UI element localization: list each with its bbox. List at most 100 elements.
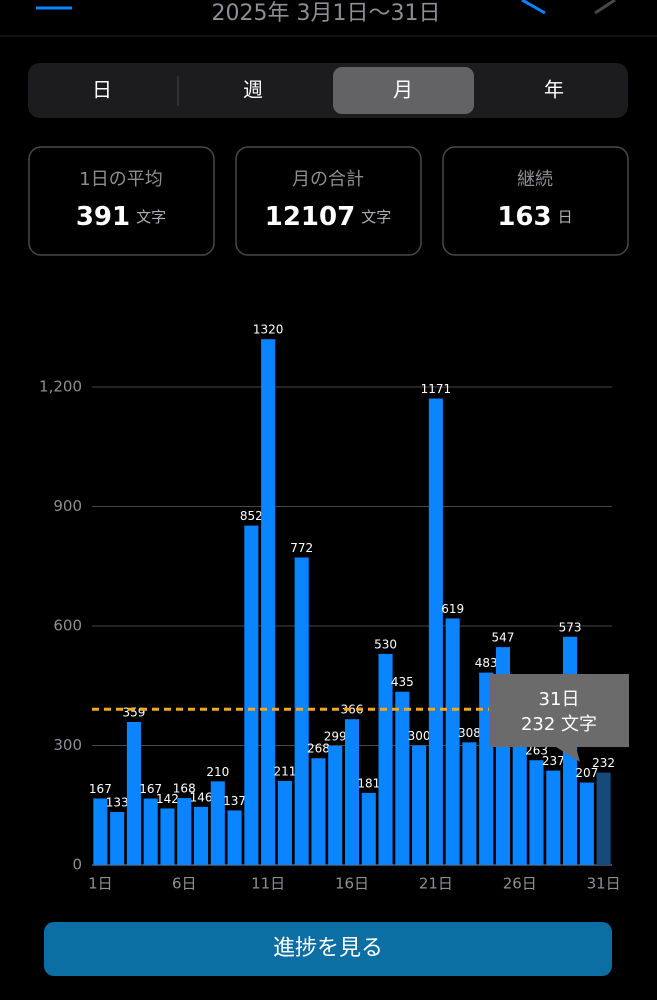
y-tick-label: 900 (53, 497, 82, 515)
tooltip-text: 232 文字 (521, 714, 597, 735)
bar (361, 792, 376, 865)
bar (428, 398, 443, 865)
bar (143, 798, 158, 865)
stat-value: 12107 文字 (265, 202, 391, 232)
tab[interactable]: 月 (393, 78, 413, 102)
stat-unit: 文字 (136, 208, 166, 226)
stat-card (235, 146, 422, 256)
bar (462, 742, 477, 865)
bar (210, 781, 225, 865)
data-label: 619 (441, 602, 464, 616)
y-tick-label: 1,200 (39, 378, 82, 396)
stat-number: 391 (76, 202, 130, 232)
stat-unit: 文字 (361, 208, 391, 226)
tooltip-pointer (556, 747, 580, 762)
bar (126, 721, 141, 865)
x-tick-label: 1日 (88, 875, 113, 893)
y-tick-label: 0 (72, 856, 82, 874)
segmented-control (28, 63, 628, 118)
y-tick-label: 600 (53, 617, 82, 635)
date-range: 2025年 3月1日〜31日 (212, 1, 441, 26)
button-label[interactable]: 進捗を見る (273, 936, 383, 961)
data-label: 168 (173, 782, 196, 796)
data-label: 359 (122, 705, 145, 719)
data-label: 852 (240, 509, 263, 523)
data-label: 210 (206, 765, 229, 779)
tooltip-title: 31日 (539, 689, 580, 710)
next-disabled-icon (594, 0, 616, 15)
data-label: 263 (525, 744, 548, 758)
bar (328, 745, 343, 865)
x-tick-label: 11日 (251, 875, 285, 893)
bar (579, 782, 594, 865)
stat-value: 163 日 (497, 202, 572, 232)
x-tick-label: 16日 (335, 875, 369, 893)
data-label: 772 (290, 541, 313, 555)
data-label: 137 (223, 794, 246, 808)
data-label: 308 (458, 726, 481, 740)
data-label: 181 (357, 776, 380, 790)
data-label: 483 (475, 656, 498, 670)
data-label: 366 (341, 703, 364, 717)
data-label: 211 (273, 764, 296, 778)
stat-value: 391 文字 (76, 202, 166, 232)
stat-label: 1日の平均 (79, 169, 162, 190)
bar (277, 780, 292, 865)
data-label: 1171 (421, 382, 452, 396)
data-label: 207 (575, 766, 598, 780)
data-label: 237 (542, 754, 565, 768)
stat-number: 12107 (265, 202, 355, 232)
bar (529, 760, 544, 865)
bar (395, 691, 410, 865)
data-label: 530 (374, 637, 397, 651)
data-label: 435 (391, 675, 414, 689)
x-tick-label: 21日 (419, 875, 453, 893)
tab[interactable]: 年 (544, 78, 564, 102)
bar (261, 339, 276, 865)
tab[interactable]: 日 (92, 78, 112, 102)
stat-number: 163 (497, 202, 551, 232)
progress-button[interactable] (44, 922, 612, 976)
data-label: 547 (492, 631, 515, 645)
data-label: 142 (156, 792, 179, 806)
data-label: 268 (307, 742, 330, 756)
bar (227, 810, 242, 865)
bar (160, 808, 175, 865)
stat-unit: 日 (558, 208, 573, 226)
next-icon[interactable] (521, 0, 546, 15)
data-label: 133 (106, 796, 129, 810)
stat-card (442, 146, 629, 256)
bar (294, 557, 309, 865)
data-label: 1320 (253, 323, 284, 337)
bar (93, 798, 108, 865)
x-tick-label: 31日 (587, 875, 621, 893)
bar (412, 745, 427, 865)
bar (177, 798, 192, 865)
x-tick-label: 26日 (503, 875, 537, 893)
data-label: 299 (324, 729, 347, 743)
bar (311, 758, 326, 865)
bar (546, 770, 561, 865)
data-label: 232 (592, 756, 615, 770)
tab[interactable]: 週 (243, 78, 263, 102)
bar (110, 812, 125, 865)
data-label: 167 (139, 782, 162, 796)
bar (445, 618, 460, 865)
data-label: 146 (190, 790, 213, 804)
selected-segment (333, 67, 474, 114)
bar (344, 719, 360, 865)
data-label: 167 (89, 782, 112, 796)
stat-card (28, 146, 215, 256)
data-label: 300 (408, 729, 431, 743)
x-tick-label: 6日 (172, 875, 197, 893)
bar (244, 525, 259, 865)
y-tick-label: 300 (53, 736, 82, 754)
bar (193, 806, 209, 865)
stat-label: 月の合計 (292, 169, 364, 190)
bar (596, 772, 611, 865)
stat-label: 継続 (517, 169, 553, 190)
data-label: 573 (559, 620, 582, 634)
tooltip (489, 674, 629, 747)
bar (378, 653, 393, 865)
